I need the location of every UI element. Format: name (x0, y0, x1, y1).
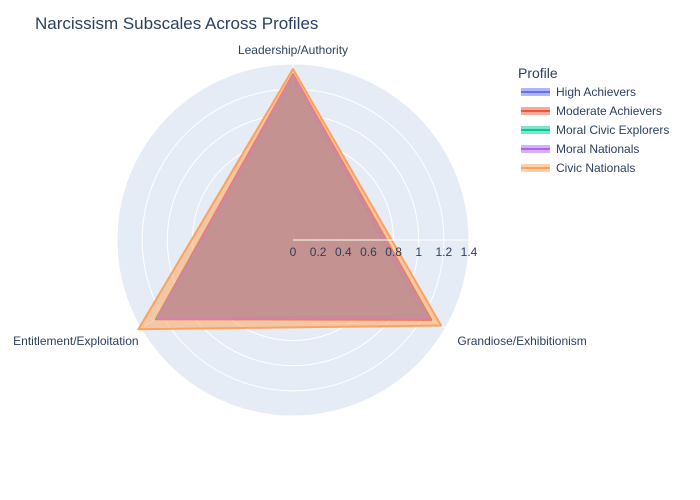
radial-tick-label: 0.8 (385, 245, 402, 259)
legend: Profile High Achievers Moderate Achievers… (518, 65, 669, 175)
axis-label: Leadership/Authority (238, 43, 348, 57)
radial-tick-label: 0 (290, 245, 297, 259)
series-layer (137, 68, 443, 331)
radial-tick-label: 0.2 (310, 245, 327, 259)
legend-label: High Achievers (556, 85, 636, 99)
legend-label: Moral Civic Explorers (556, 123, 669, 137)
legend-label: Civic Nationals (556, 161, 635, 175)
legend-label: Moral Nationals (556, 142, 639, 156)
radial-tick-label: 0.4 (335, 245, 352, 259)
angular-axis-labels: Leadership/Authority Grandiose/Exhibition… (13, 43, 587, 348)
legend-item[interactable]: High Achievers (521, 85, 636, 99)
radial-tick-label: 1.4 (461, 245, 478, 259)
legend-item[interactable]: Civic Nationals (521, 161, 635, 175)
legend-item[interactable]: Moral Nationals (521, 142, 639, 156)
radial-tick-label: 0.6 (360, 245, 377, 259)
radial-tick-label: 1 (415, 245, 422, 259)
legend-item[interactable]: Moral Civic Explorers (521, 123, 669, 137)
legend-label: Moderate Achievers (556, 104, 662, 118)
legend-title: Profile (518, 65, 558, 81)
radial-tick-label: 1.2 (436, 245, 453, 259)
axis-label: Grandiose/Exhibitionism (457, 334, 586, 348)
series-polygon-civic-nationals (137, 68, 443, 331)
legend-item[interactable]: Moderate Achievers (521, 104, 662, 118)
chart-title: Narcissism Subscales Across Profiles (35, 14, 318, 33)
axis-label: Entitlement/Exploitation (13, 334, 138, 348)
radial-axis: 0 0.2 0.4 0.6 0.8 1 1.2 1.4 (290, 239, 478, 259)
